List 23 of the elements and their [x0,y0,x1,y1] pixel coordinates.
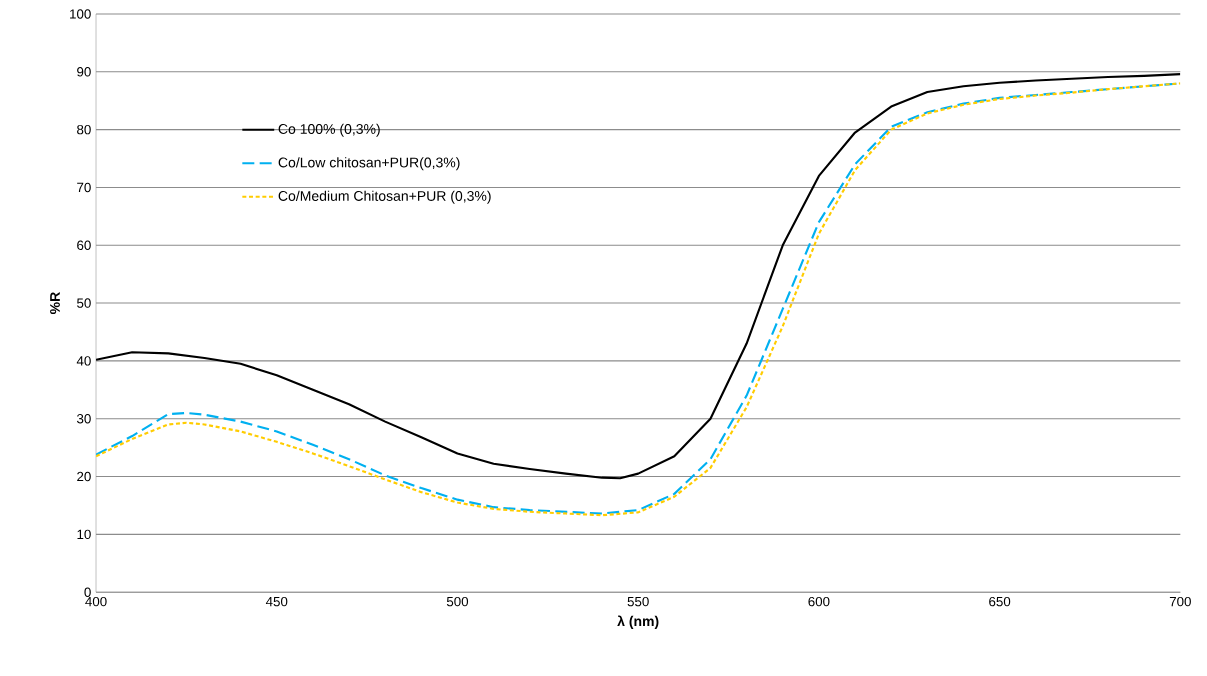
x-tick-label: 600 [808,596,830,607]
y-tick-label: 100 [70,9,91,19]
y-tick-label: 60 [77,240,91,250]
y-tick-label: 30 [76,413,91,424]
y-axis-title: %R [50,292,60,314]
x-axis-title: λ (nm) [617,615,659,629]
x-tick-label: 650 [989,596,1011,607]
x-tick-label: 500 [446,596,469,607]
y-tick-label: 90 [77,67,91,77]
legend-label: Co 100% (0,3%) [278,123,380,137]
x-tick-label: 450 [265,596,288,607]
y-tick-label: 40 [76,356,91,366]
legend-label: Co/Low chitosan+PUR(0,3%) [278,157,460,171]
y-tick-label: 20 [77,471,91,482]
y-tick-label: 50 [77,298,91,308]
y-tick-label: 70 [77,182,91,193]
y-tick-label: 0 [84,587,91,597]
y-tick-label: 80 [77,124,91,135]
x-tick-label: 700 [1169,596,1191,607]
legend-label: Co/Medium Chitosan+PUR (0,3%) [278,190,491,204]
y-tick-label: 10 [77,529,91,539]
x-tick-label: 400 [85,596,107,607]
x-tick-label: 550 [627,596,649,607]
